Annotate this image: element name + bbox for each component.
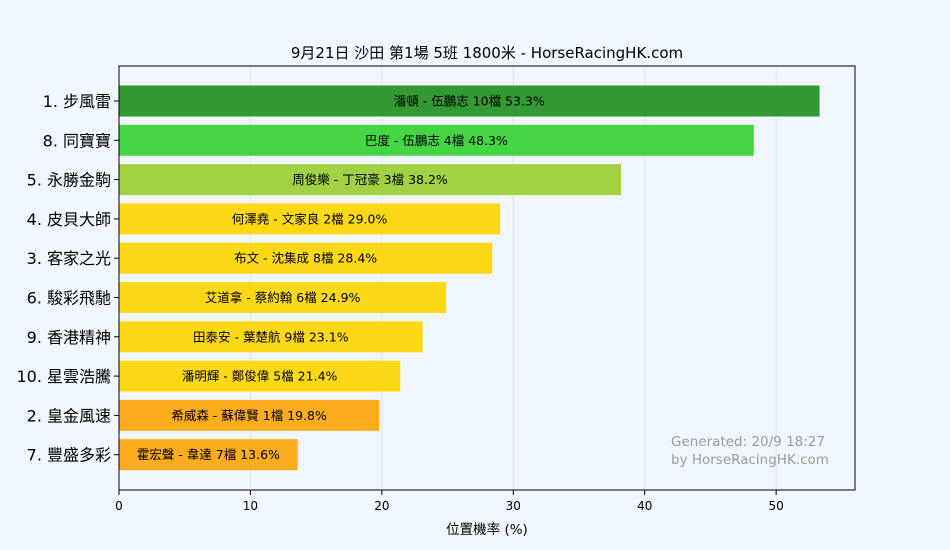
watermark-site: by HorseRacingHK.com bbox=[671, 452, 829, 468]
x-tick-label: 20 bbox=[374, 499, 389, 513]
bar bbox=[119, 85, 820, 117]
y-tick-label: 5. 永勝金駒 bbox=[27, 171, 111, 190]
bar bbox=[119, 360, 401, 392]
bar-label: 潘明輝 - 鄭俊偉 5檔 21.4% bbox=[182, 369, 338, 384]
y-tick-label: 3. 客家之光 bbox=[27, 249, 111, 268]
bar bbox=[119, 124, 754, 156]
bar-label: 艾道拿 - 蔡約翰 6檔 24.9% bbox=[205, 290, 361, 305]
bar bbox=[119, 164, 622, 196]
x-tick-label: 10 bbox=[243, 499, 258, 513]
bar bbox=[119, 439, 298, 471]
bar bbox=[119, 242, 493, 274]
bar bbox=[119, 321, 423, 353]
plot-frame bbox=[118, 65, 856, 491]
y-tick-label: 8. 同寶寶 bbox=[43, 131, 111, 150]
bar-label: 希威森 - 蘇偉賢 1檔 19.8% bbox=[171, 408, 327, 423]
bar bbox=[119, 203, 501, 235]
x-tick-label: 40 bbox=[637, 499, 652, 513]
y-tick-label: 9. 香港精神 bbox=[27, 328, 111, 347]
x-tick-label: 0 bbox=[115, 499, 123, 513]
y-tick-label: 4. 皮貝大師 bbox=[27, 210, 111, 229]
watermark-generated: Generated: 20/9 18:27 bbox=[671, 434, 825, 450]
y-tick-label: 7. 豐盛多彩 bbox=[27, 446, 111, 465]
bars: 潘頓 - 伍鵬志 10檔 53.3% 巴度 - 伍鵬志 4檔 48.3% 周俊樂 -… bbox=[119, 85, 820, 471]
y-tick-label: 2. 皇金風速 bbox=[27, 406, 111, 425]
x-tick-label: 50 bbox=[769, 499, 784, 513]
chart-title: 9月21日 沙田 第1場 5班 1800米 - HorseRacingHK.co… bbox=[291, 44, 683, 62]
bar-label: 布文 - 沈集成 8檔 28.4% bbox=[234, 251, 377, 266]
x-tick-label: 30 bbox=[506, 499, 521, 513]
axes: 0 10 20 30 40 50 1. 步風雷 8. 同寶寶 5. 永勝金駒 4. 皮貝大師 3. … bbox=[16, 92, 783, 513]
bar-label: 田泰安 - 葉楚航 9檔 23.1% bbox=[193, 329, 349, 344]
y-tick-label: 10. 星雲浩騰 bbox=[16, 367, 111, 386]
y-tick-label: 1. 步風雷 bbox=[43, 92, 111, 111]
y-tick-label: 6. 駿彩飛馳 bbox=[27, 289, 111, 308]
bar bbox=[119, 399, 380, 431]
bar-label: 周俊樂 - 丁冠豪 3檔 38.2% bbox=[292, 172, 448, 187]
bar-label: 潘頓 - 伍鵬志 10檔 53.3% bbox=[394, 94, 545, 109]
bar-label: 巴度 - 伍鵬志 4檔 48.3% bbox=[365, 133, 508, 148]
x-axis-label: 位置機率 (%) bbox=[446, 521, 528, 538]
bar-label: 何澤堯 - 文家良 2檔 29.0% bbox=[232, 211, 388, 226]
bar bbox=[119, 282, 447, 313]
bar-label: 霍宏聲 - 韋達 7檔 13.6% bbox=[137, 447, 280, 462]
